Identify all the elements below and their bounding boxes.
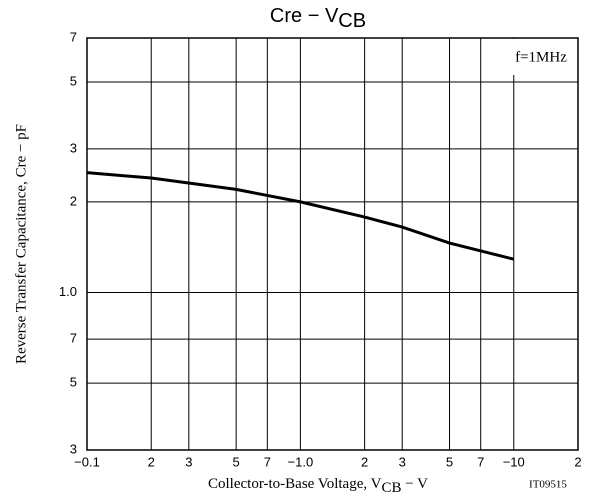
- figure-code: IT09515: [529, 479, 567, 491]
- x-label-main: Collector-to-Base Voltage, V: [208, 476, 382, 492]
- chart-title: Cre − VCB: [270, 5, 366, 32]
- y-tick-label: 3: [70, 441, 77, 456]
- y-tick-label: 2: [70, 193, 77, 208]
- x-tick-label: 2: [574, 454, 581, 469]
- x-tick-label: 5: [446, 454, 453, 469]
- data-line: [86, 171, 515, 261]
- x-tick-label: 5: [233, 454, 240, 469]
- annotation: f=1MHz: [515, 49, 567, 65]
- x-label-unit: − V: [401, 476, 428, 492]
- x-tick-label: 2: [361, 454, 368, 469]
- plot-frame: [86, 37, 579, 451]
- title-main: Cre − V: [270, 5, 339, 27]
- y-tick-label: 1.0: [59, 284, 77, 299]
- annotation-box: [505, 39, 577, 75]
- x-tick-label: 3: [185, 454, 192, 469]
- y-tick-label: 7: [70, 29, 77, 44]
- x-tick-label: −1.0: [288, 454, 314, 469]
- y-tick-label: 3: [70, 140, 77, 155]
- y-tick-label: 5: [70, 73, 77, 88]
- x-tick-label: 3: [399, 454, 406, 469]
- x-tick-label: −10: [503, 454, 525, 469]
- y-tick-label: 5: [70, 375, 77, 390]
- x-label-sub: CB: [381, 480, 401, 496]
- x-tick-label: 2: [148, 454, 155, 469]
- y-axis-label: Reverse Transfer Capacitance, Cre − pF: [13, 124, 29, 364]
- title-sub: CB: [338, 10, 366, 32]
- x-tick-label: 7: [477, 454, 484, 469]
- x-tick-label: −0.1: [74, 454, 100, 469]
- x-axis-label: Collector-to-Base Voltage, VCB − V: [208, 476, 428, 496]
- y-tick-label: 7: [70, 331, 77, 346]
- x-tick-label: 7: [264, 454, 271, 469]
